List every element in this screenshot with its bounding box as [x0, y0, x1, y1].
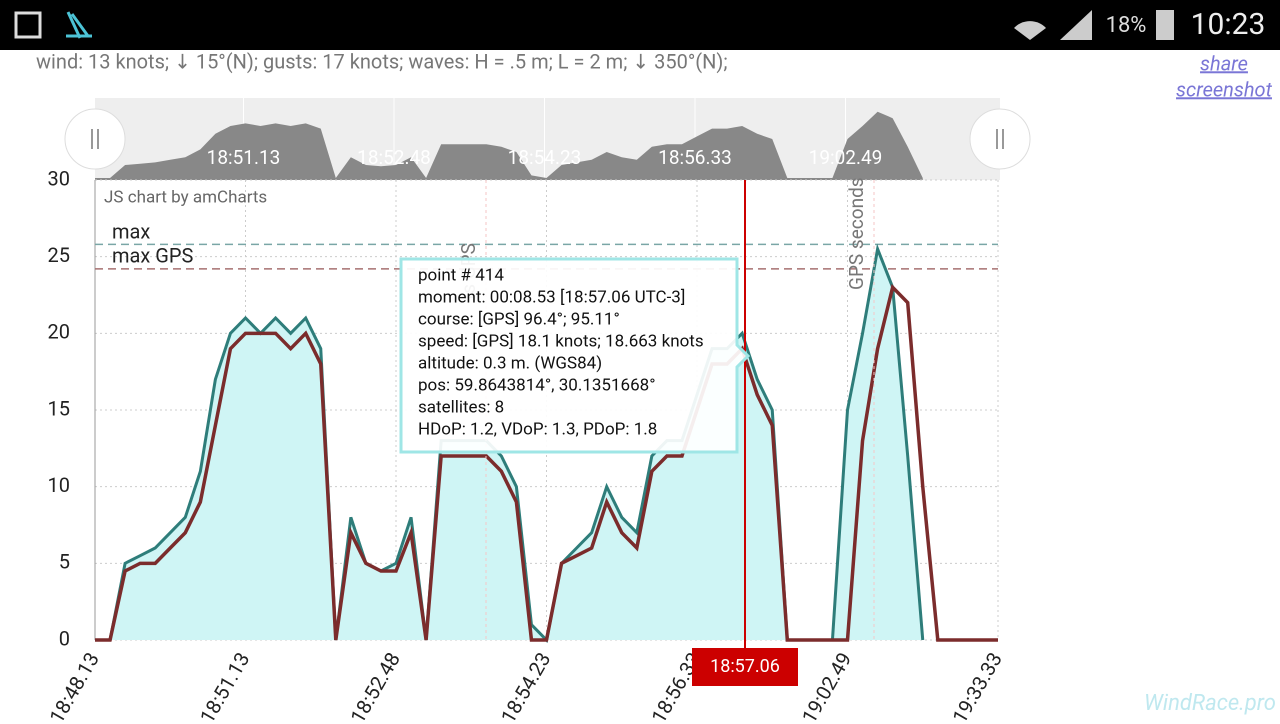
clock: 10:23 — [1191, 7, 1266, 42]
tooltip-line: moment: 00:08.53 [18:57.06 UTC-3] — [418, 287, 685, 307]
navigator-label: 18:52.48 — [357, 146, 431, 169]
tooltip-line: speed: [GPS] 18.1 knots; 18.663 knots — [418, 331, 704, 351]
tooltip-line: course: [GPS] 96.4°; 95.11° — [418, 309, 620, 329]
share-link[interactable]: share — [1200, 51, 1248, 75]
navigator-label: 19:02.49 — [809, 146, 883, 169]
x-tick-label: 19:33.33 — [947, 648, 1007, 720]
status-bar — [0, 0, 1280, 50]
navigator-layer: 18:51.13 18:52.48 18:54.23 18:56.33 19:02.49 — [95, 98, 923, 180]
cursor-label-box — [692, 648, 798, 686]
gps-speed-line — [95, 283, 998, 642]
y-tick-label: 25 — [48, 243, 70, 267]
speed-area — [95, 249, 923, 640]
navigator-handle-left[interactable] — [64, 108, 126, 170]
y-tick-label: 5 — [59, 550, 70, 574]
battery-percent: 18% — [1106, 13, 1147, 38]
navigator-area — [95, 111, 923, 180]
y-tick-label: 30 — [48, 166, 70, 190]
handle-grip — [91, 129, 99, 149]
handle-grip — [996, 129, 1004, 149]
tooltip-line: HDoP: 1.2, VDoP: 1.3, PDoP: 1.8 — [418, 419, 657, 439]
y-tick-label: 20 — [48, 320, 70, 344]
watermark: WindRace.pro — [1144, 691, 1276, 716]
plot-layer: 0 5 10 15 20 25 30 18:48.13 18:51.13 18:52.48 18:5… — [44, 166, 1007, 724]
x-tick-label: 18:48.13 — [44, 648, 104, 720]
app-icon — [66, 11, 92, 39]
tooltip-line: altitude: 0.3 m. (WGS84) — [418, 353, 602, 373]
tooltip-box — [399, 257, 751, 454]
tooltip-line: point # 414 — [418, 265, 504, 285]
y-tick-label: 10 — [48, 473, 70, 497]
chart-credit: JS chart by amCharts — [104, 187, 267, 207]
wifi-icon — [1014, 21, 1046, 40]
guide-label: max GPS — [112, 243, 194, 267]
signal-icon — [1060, 10, 1092, 40]
navigator-handle-right[interactable] — [969, 108, 1031, 170]
x-tick-label: 19:02.49 — [797, 648, 857, 720]
screenshot-link[interactable]: screenshot — [1176, 77, 1273, 101]
navigator-label: 18:56.33 — [658, 146, 732, 169]
y-tick-label: 15 — [48, 396, 70, 420]
x-tick-label: 18:51.13 — [195, 648, 255, 720]
conditions: wind: 13 knots; ↓ 15°(N); gusts: 17 knot… — [36, 49, 728, 73]
battery-icon — [1156, 10, 1174, 40]
cursor-label: 18:57.06 — [710, 656, 780, 677]
navigator-label: 18:51.13 — [207, 146, 281, 169]
tooltip-line: pos: 59.8643814°, 30.1351668° — [418, 375, 656, 395]
x-tick-label: 18:52.48 — [345, 648, 405, 720]
navigator-label: 18:54.23 — [508, 146, 582, 169]
y-tick-label: 0 — [59, 626, 70, 650]
guide-label: max — [112, 219, 150, 243]
gallery-icon — [14, 11, 42, 39]
tooltip-line: satellites: 8 — [418, 397, 504, 417]
annotation-label: GPS seconds — [845, 177, 868, 290]
x-tick-label: 18:54.23 — [496, 648, 556, 720]
